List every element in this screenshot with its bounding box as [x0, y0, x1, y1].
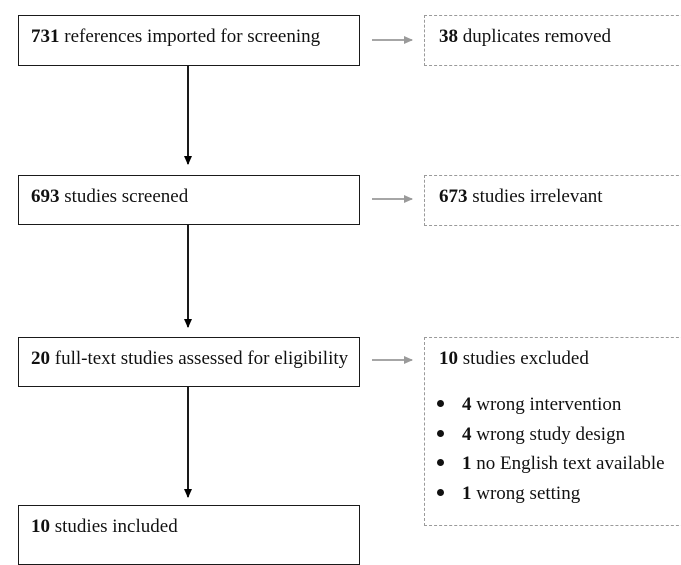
screened-label: studies screened — [59, 186, 189, 207]
duplicates-count: 38 — [439, 26, 458, 47]
imported-count: 731 — [31, 26, 60, 47]
assessed-label: full-text studies assessed for eligibili… — [50, 348, 349, 369]
duplicates-label: duplicates removed — [458, 26, 612, 47]
box-duplicates: 38 duplicates removed — [424, 15, 681, 66]
irrelevant-label: studies irrelevant — [467, 186, 603, 207]
bullet-icon — [437, 400, 444, 408]
excluded-label: studies excluded — [458, 348, 589, 369]
included-label: studies included — [50, 516, 178, 537]
excluded-count: 10 — [439, 348, 458, 369]
box-assessed: 20 full-text studies assessed for eligib… — [18, 337, 360, 387]
box-screened: 693 studies screened — [18, 175, 360, 225]
reason-item: 1 no English text available — [437, 449, 665, 479]
exclusion-reasons: 4 wrong intervention 4 wrong study desig… — [437, 390, 665, 508]
bullet-icon — [437, 488, 444, 496]
screened-count: 693 — [31, 186, 60, 207]
bullet-icon — [437, 459, 444, 467]
assessed-count: 20 — [31, 348, 50, 369]
irrelevant-count: 673 — [439, 186, 468, 207]
box-excluded: 10 studies excluded 4 wrong intervention… — [424, 337, 681, 526]
box-imported: 731 references imported for screening — [18, 15, 360, 66]
imported-label: references imported for screening — [59, 26, 321, 47]
box-included: 10 studies included — [18, 505, 360, 565]
reason-item: 4 wrong intervention — [437, 390, 665, 420]
included-count: 10 — [31, 516, 50, 537]
bullet-icon — [437, 429, 444, 437]
reason-item: 1 wrong setting — [437, 479, 665, 509]
reason-item: 4 wrong study design — [437, 420, 665, 450]
flow-arrows — [184, 36, 413, 498]
box-irrelevant: 673 studies irrelevant — [424, 175, 681, 226]
